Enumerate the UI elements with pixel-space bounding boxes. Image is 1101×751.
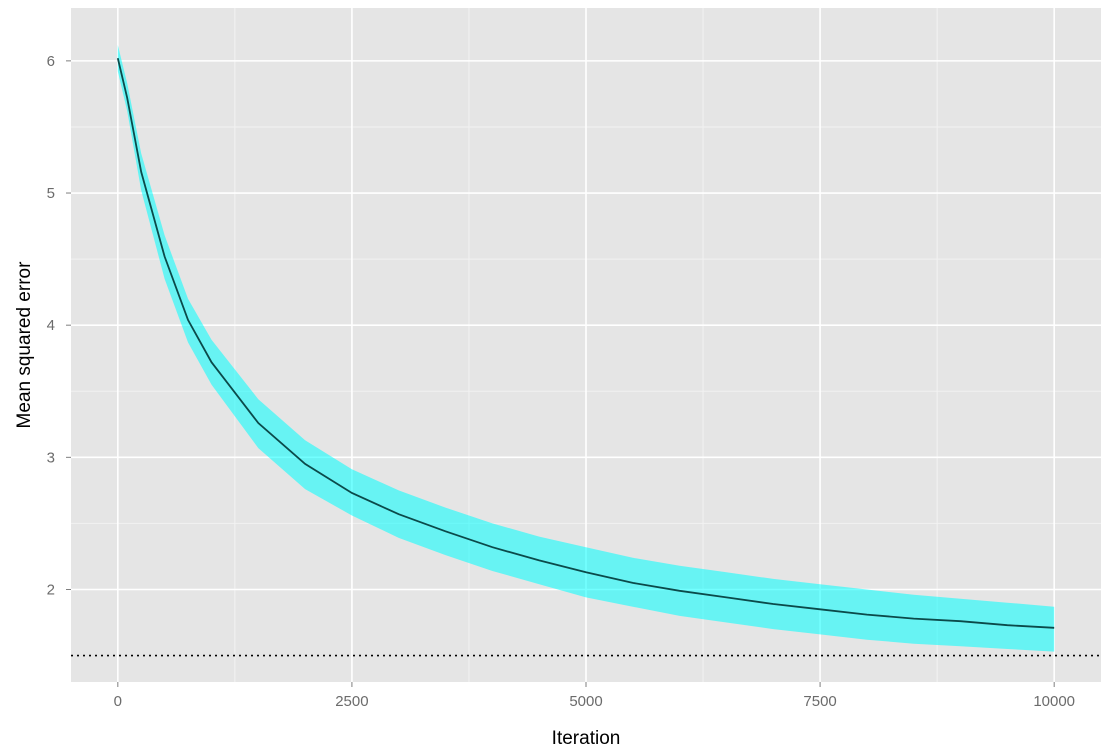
y-tick-label: 5	[47, 185, 55, 202]
x-tick-label: 5000	[569, 693, 602, 710]
y-tick-label: 2	[47, 581, 55, 598]
x-tick-label: 7500	[803, 693, 836, 710]
x-tick-label: 2500	[335, 693, 368, 710]
x-tick-label: 10000	[1033, 693, 1075, 710]
x-tick-label: 0	[114, 693, 122, 710]
y-axis-ticks: 2 3 4 5 6	[47, 53, 71, 598]
y-axis-title: Mean squared error	[14, 261, 35, 429]
confidence-band	[117, 45, 1055, 652]
mean-series-line	[116, 57, 1055, 629]
x-axis-title: Iteration	[552, 728, 621, 749]
y-tick-label: 4	[47, 317, 55, 334]
y-tick-label: 3	[47, 449, 55, 466]
y-tick-label: 6	[47, 53, 55, 70]
x-axis-ticks: 0 2500 5000 7500 10000	[114, 682, 1075, 710]
